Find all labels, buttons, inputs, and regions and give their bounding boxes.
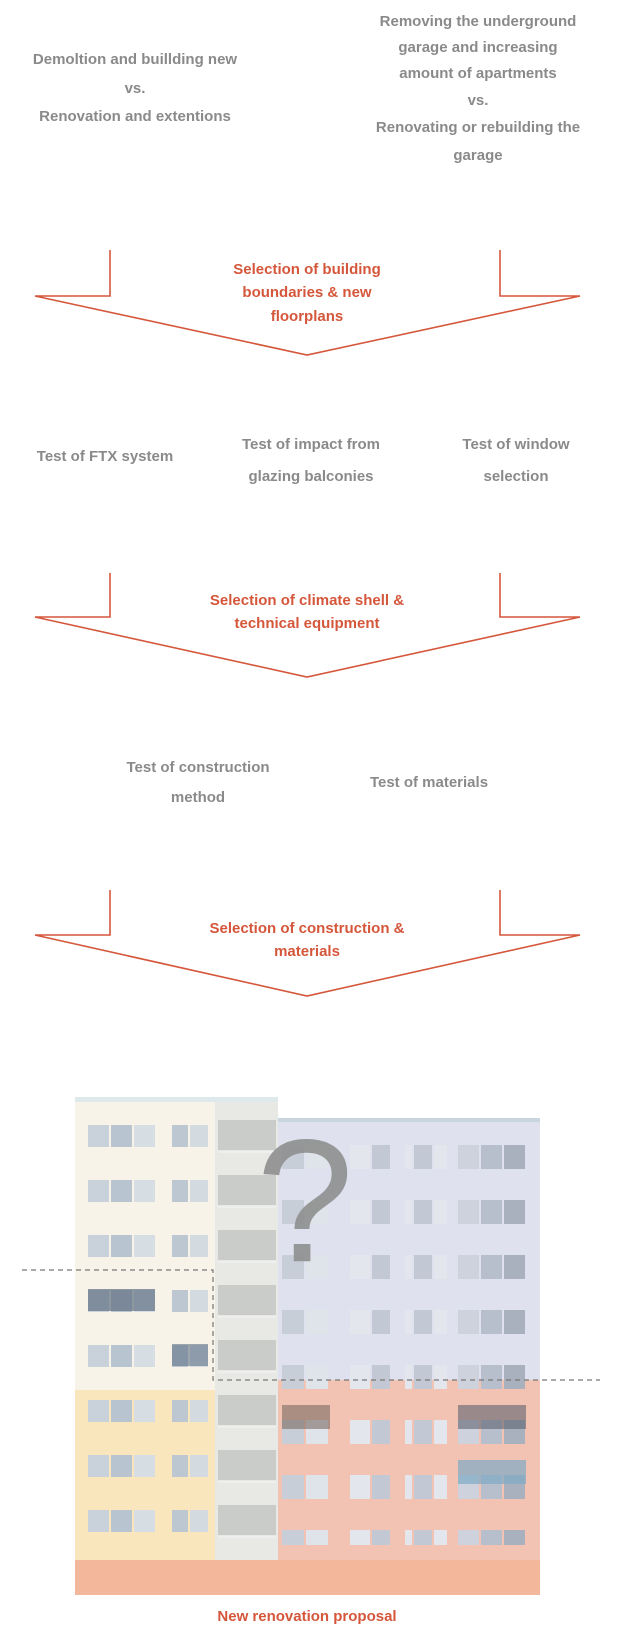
building-illustration	[22, 1097, 600, 1595]
option-text: Test of construction	[126, 759, 269, 776]
option-text: Test of window	[462, 436, 570, 453]
option-text: Test of materials	[370, 774, 488, 791]
selection-text: materials	[274, 943, 340, 960]
option-text: Renovating or rebuilding the	[376, 119, 580, 136]
option-text: vs.	[125, 80, 146, 97]
arrow-1	[34, 250, 581, 356]
selection-text: Selection of construction &	[209, 920, 404, 937]
option-text: Test of impact from	[242, 436, 380, 453]
option-text: Demoltion and buillding new	[33, 51, 237, 68]
option-text: garage	[453, 147, 502, 164]
arrow-3	[34, 890, 581, 997]
option-text: method	[171, 789, 225, 806]
option-text: garage and increasing	[398, 39, 557, 56]
selection-text: boundaries & new	[242, 284, 372, 301]
option-text: Removing the underground	[380, 13, 577, 30]
selection-text: technical equipment	[234, 615, 379, 632]
option-text: selection	[483, 468, 548, 485]
option-text: Renovation and extentions	[39, 108, 231, 125]
selection-text: Selection of building	[233, 261, 381, 278]
option-text: vs.	[468, 92, 489, 109]
selection-text: Selection of climate shell &	[210, 592, 404, 609]
option-text: amount of apartments	[399, 65, 557, 82]
arrow-2	[34, 573, 581, 678]
option-text: glazing balconies	[248, 468, 373, 485]
option-text: Test of FTX system	[37, 448, 173, 465]
caption: New renovation proposal	[217, 1608, 396, 1625]
question-mark: ?	[256, 1104, 353, 1299]
selection-text: floorplans	[271, 308, 344, 325]
